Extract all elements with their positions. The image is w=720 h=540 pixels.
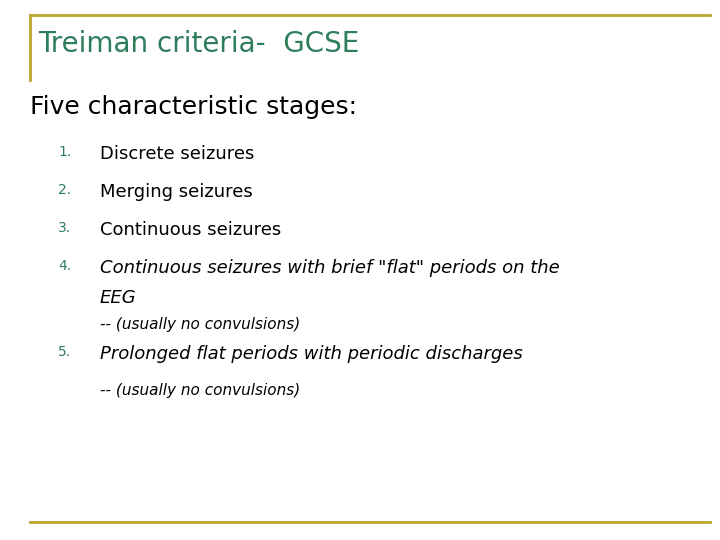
Text: 1.: 1. <box>58 145 71 159</box>
Text: Merging seizures: Merging seizures <box>100 183 253 201</box>
Text: 5.: 5. <box>58 345 71 359</box>
Text: Continuous seizures with brief "flat" periods on the: Continuous seizures with brief "flat" pe… <box>100 259 559 277</box>
Text: Continuous seizures: Continuous seizures <box>100 221 282 239</box>
Text: Discrete seizures: Discrete seizures <box>100 145 254 163</box>
Text: Treiman criteria-  GCSE: Treiman criteria- GCSE <box>38 30 359 58</box>
Text: 3.: 3. <box>58 221 71 235</box>
Text: Prolonged flat periods with periodic discharges: Prolonged flat periods with periodic dis… <box>100 345 523 363</box>
Text: -- (usually no convulsions): -- (usually no convulsions) <box>100 317 300 332</box>
Text: Five characteristic stages:: Five characteristic stages: <box>30 95 357 119</box>
Text: 2.: 2. <box>58 183 71 197</box>
Text: EEG: EEG <box>100 289 137 307</box>
Text: 4.: 4. <box>58 259 71 273</box>
Text: -- (usually no convulsions): -- (usually no convulsions) <box>100 383 300 398</box>
